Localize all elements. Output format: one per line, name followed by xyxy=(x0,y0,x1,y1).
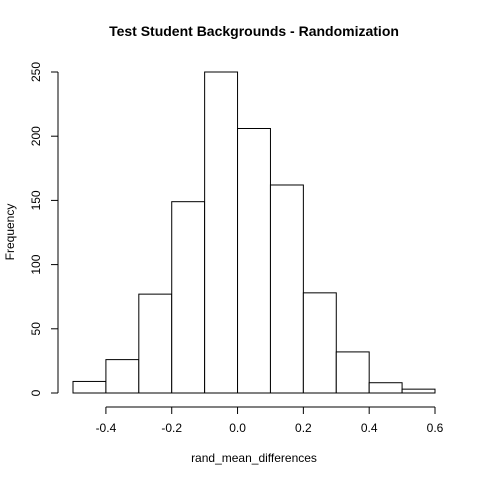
histogram-bar xyxy=(72,380,107,394)
histogram-bar xyxy=(171,201,206,394)
chart-title: Test Student Backgrounds - Randomization xyxy=(109,23,399,39)
x-tick-label: 0.2 xyxy=(295,421,312,435)
histogram-bar xyxy=(204,71,239,394)
y-tick-label: 250 xyxy=(29,62,43,82)
histogram-bar xyxy=(401,388,436,394)
y-tick-label: 0 xyxy=(29,389,43,396)
bars-group xyxy=(72,71,436,394)
y-tick-label: 100 xyxy=(29,254,43,274)
y-axis: 0 50 100 150 200 250 xyxy=(29,62,59,396)
x-axis: -0.4 -0.2 0.0 0.2 0.4 0.6 xyxy=(96,406,444,435)
x-axis-label: rand_mean_differences xyxy=(191,451,317,465)
histogram-bar xyxy=(302,292,337,394)
x-tick-label: -0.2 xyxy=(161,421,182,435)
histogram-bar xyxy=(237,127,271,394)
histogram-bar xyxy=(368,382,403,394)
x-tick-label: 0.4 xyxy=(361,421,378,435)
x-tick-label: -0.4 xyxy=(96,421,117,435)
histogram-bar xyxy=(138,293,173,394)
histogram-bar xyxy=(105,359,140,394)
y-axis-label: Frequency xyxy=(3,204,17,261)
histogram-bar xyxy=(335,351,370,394)
y-tick-label: 150 xyxy=(29,190,43,210)
x-tick-label: 0.0 xyxy=(229,421,246,435)
y-tick-label: 50 xyxy=(29,322,43,336)
y-tick-label: 200 xyxy=(29,126,43,146)
histogram-bar xyxy=(269,184,304,394)
x-tick-label: 0.6 xyxy=(427,421,444,435)
